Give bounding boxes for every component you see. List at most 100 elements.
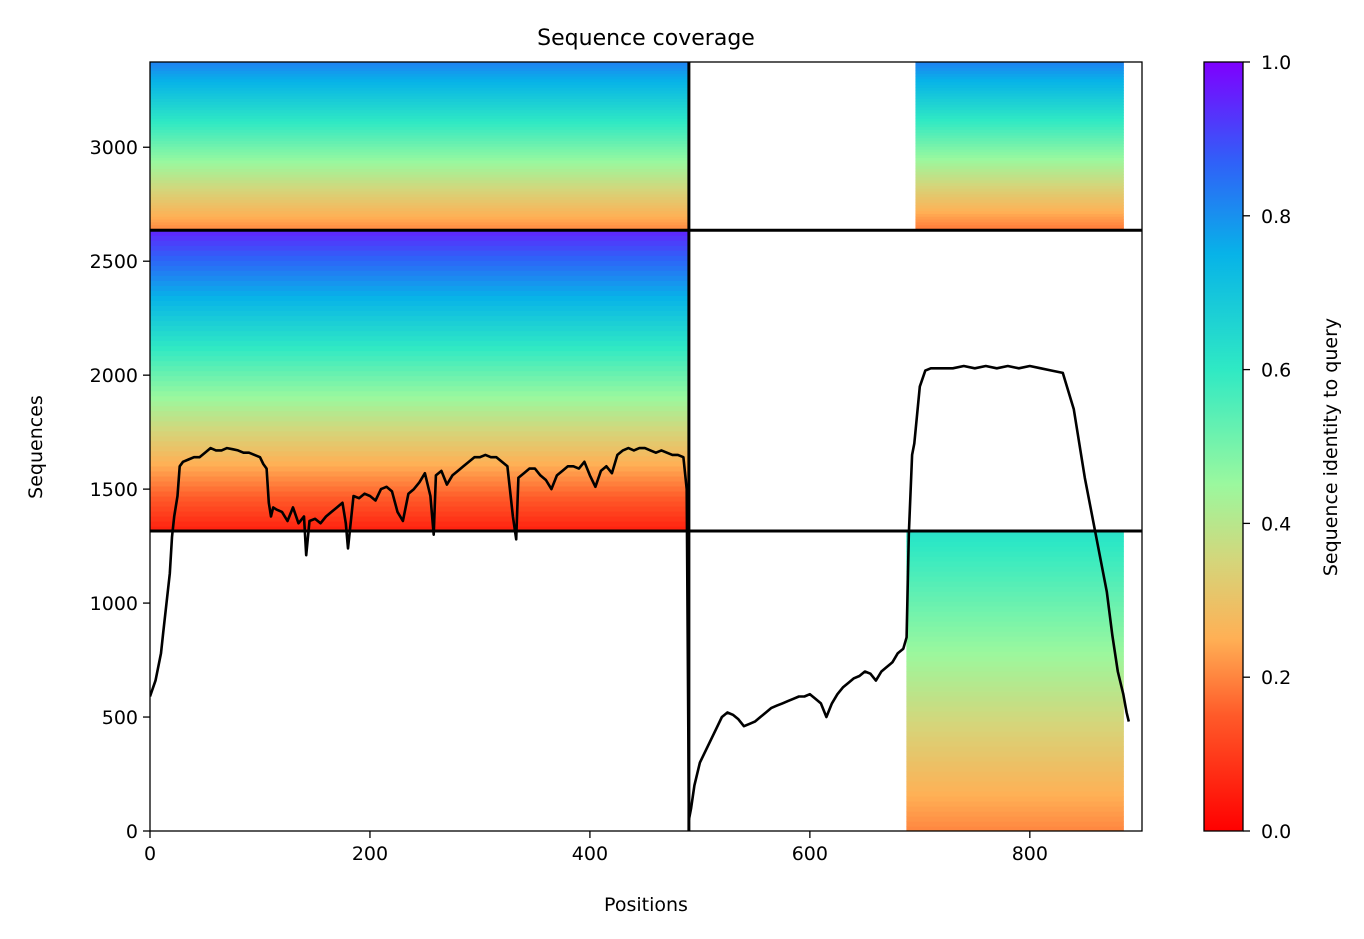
- heatmap-band: [906, 651, 1124, 657]
- heatmap-band: [906, 776, 1124, 782]
- heatmap-band: [915, 67, 1124, 72]
- y-tick-label: 0: [126, 821, 138, 843]
- heatmap-band: [915, 202, 1124, 206]
- heatmap-band: [915, 120, 1124, 125]
- heatmap-band: [906, 826, 1124, 831]
- heatmap-band: [150, 445, 689, 452]
- heatmap-band: [150, 185, 689, 189]
- heatmap-band: [915, 185, 1124, 189]
- heatmap-band: [150, 202, 689, 206]
- heatmap-band: [915, 104, 1124, 108]
- heatmap-band: [915, 81, 1124, 86]
- heatmap-band: [150, 90, 689, 94]
- colorbar-tick-label: 0.2: [1261, 667, 1291, 689]
- heatmap-band: [906, 536, 1124, 542]
- heatmap-band: [150, 285, 689, 291]
- heatmap-band: [150, 355, 689, 362]
- heatmap-band: [150, 335, 689, 342]
- heatmap-band: [150, 521, 689, 527]
- x-tick-label: 400: [572, 843, 608, 865]
- heatmap-band: [150, 305, 689, 312]
- heatmap-band: [150, 485, 689, 492]
- heatmap-band: [915, 109, 1124, 114]
- heatmap-band: [150, 300, 689, 307]
- heatmap-band: [906, 711, 1124, 717]
- plot-area: [149, 61, 1143, 832]
- heatmap-band: [915, 92, 1124, 97]
- heatmap-band: [906, 761, 1124, 767]
- heatmap-band: [150, 330, 689, 337]
- x-tick-label: 0: [144, 843, 156, 865]
- colorbar-tick-label: 0.6: [1261, 360, 1291, 382]
- heatmap-band: [150, 109, 689, 114]
- heatmap-band: [915, 204, 1124, 209]
- heatmap-band: [150, 224, 689, 229]
- heatmap-band: [150, 320, 689, 327]
- heatmap-band: [150, 235, 689, 241]
- heatmap-band: [906, 621, 1124, 627]
- heatmap-band: [906, 601, 1124, 607]
- heatmap-band: [915, 129, 1124, 133]
- y-tick-label: 2000: [90, 365, 138, 387]
- heatmap-band: [906, 741, 1124, 747]
- heatmap-band: [150, 475, 689, 482]
- heatmap-band: [150, 95, 689, 100]
- x-tick-label: 200: [352, 843, 388, 865]
- heatmap-band: [150, 245, 689, 251]
- heatmap-band: [915, 190, 1124, 195]
- heatmap-band: [906, 771, 1124, 777]
- heatmap-band: [150, 148, 689, 153]
- heatmap-band: [915, 132, 1124, 136]
- heatmap-band: [906, 531, 1124, 537]
- heatmap-band: [915, 160, 1124, 164]
- heatmap-band: [906, 646, 1124, 652]
- heatmap-band: [906, 656, 1124, 662]
- heatmap-band: [906, 561, 1124, 567]
- heatmap-band: [915, 64, 1124, 69]
- heatmap-band: [150, 196, 689, 200]
- heatmap-band: [150, 115, 689, 119]
- heatmap-band: [150, 151, 689, 156]
- heatmap-band: [906, 721, 1124, 727]
- heatmap-band: [150, 345, 689, 352]
- heatmap-block-2: [150, 62, 689, 231]
- heatmap-band: [150, 87, 689, 91]
- heatmap-band: [906, 676, 1124, 682]
- heatmap-band: [915, 101, 1124, 105]
- heatmap-band: [150, 270, 689, 276]
- heatmap-band: [150, 213, 689, 217]
- heatmap-band: [915, 188, 1124, 192]
- heatmap-band: [150, 440, 689, 447]
- chart-title: Sequence coverage: [537, 26, 755, 51]
- heatmap-band: [150, 395, 689, 402]
- heatmap-band: [150, 425, 689, 432]
- heatmap-band: [150, 390, 689, 397]
- heatmap-band: [915, 123, 1124, 128]
- heatmap-band: [915, 146, 1124, 150]
- heatmap-band: [150, 430, 689, 437]
- heatmap-band: [906, 786, 1124, 792]
- heatmap-band: [150, 255, 689, 261]
- heatmap-band: [150, 204, 689, 209]
- heatmap-band: [150, 210, 689, 214]
- heatmap-block-3: [915, 62, 1124, 231]
- y-tick-label: 500: [102, 707, 138, 729]
- heatmap-band: [915, 87, 1124, 91]
- heatmap-band: [906, 626, 1124, 632]
- heatmap-band: [906, 546, 1124, 552]
- heatmap-band: [915, 90, 1124, 94]
- heatmap-band: [915, 95, 1124, 100]
- heatmap-band: [906, 686, 1124, 692]
- heatmap-band: [150, 511, 689, 517]
- heatmap-band: [906, 666, 1124, 672]
- heatmap-band: [150, 134, 689, 139]
- heatmap-band: [150, 265, 689, 271]
- heatmap-band: [150, 98, 689, 102]
- heatmap-band: [150, 140, 689, 144]
- heatmap-band: [150, 240, 689, 246]
- heatmap-band: [150, 295, 689, 302]
- heatmap-band: [150, 310, 689, 317]
- heatmap-band: [906, 731, 1124, 737]
- heatmap-band: [150, 340, 689, 347]
- heatmap-band: [150, 123, 689, 128]
